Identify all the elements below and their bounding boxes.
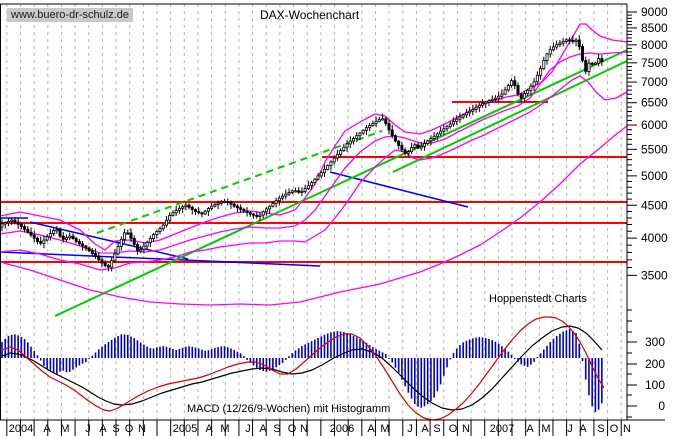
price-axis-label: 5000 (641, 169, 668, 183)
indicator-label: MACD (12/26/9-Wochen) mit Histogramm (187, 403, 391, 415)
axis-label: N (138, 423, 146, 435)
price-axis-label: 4500 (641, 198, 668, 212)
price-axis-label: 5500 (641, 142, 668, 156)
time-axis: 2004 A M J A S O N 2005 A M J A S O N 2006 A M J A S O N 2007 A M J… (6, 420, 631, 436)
green-trend-lines (54, 49, 628, 317)
axis-label: J (567, 423, 573, 435)
axis-label: J (407, 423, 413, 435)
axis-label: 2007 (490, 423, 514, 435)
axis-label: A (43, 423, 51, 435)
axis-label: A (526, 423, 534, 435)
axis-label: O (610, 423, 619, 435)
price-axis-label: 8500 (641, 21, 668, 35)
price-axis-label: 7000 (641, 75, 668, 89)
axis-label: M (541, 423, 550, 435)
branding-label: Hoppenstedt Charts (489, 293, 587, 305)
axis-label: S (433, 423, 440, 435)
price-axis-label: 6000 (641, 118, 668, 132)
axis-label: M (220, 423, 229, 435)
macd-axis-label: 200 (645, 357, 665, 371)
axis-label: O (449, 423, 458, 435)
macd-axis-label: 300 (645, 335, 665, 349)
axis-label: A (99, 423, 107, 435)
weekly-candles (0, 35, 604, 272)
macd-axis-label: 0 (658, 399, 665, 413)
axis-label: J (245, 423, 251, 435)
watermark-link[interactable]: www.buero-dr-schulz.de (7, 8, 133, 22)
axis-label: N (300, 423, 308, 435)
blue-support-lines (0, 171, 469, 267)
axis-label: A (205, 423, 213, 435)
axis-label: O (125, 423, 134, 435)
axis-label: S (112, 423, 119, 435)
price-axis-label: 7500 (641, 56, 668, 70)
macd-histogram (1, 329, 603, 412)
axis-label: S (273, 423, 280, 435)
chart-frame (0, 3, 665, 421)
price-axis-label: 3500 (641, 268, 668, 282)
axis-label: A (367, 423, 375, 435)
axis-label: O (288, 423, 297, 435)
axis-label: A (259, 423, 267, 435)
macd-lines (1, 316, 605, 421)
axis-label: A (421, 423, 429, 435)
price-axis-label: 9000 (641, 5, 668, 19)
red-horizontal-levels (0, 101, 627, 263)
axis-label: J (85, 423, 91, 435)
axis-label: M (380, 423, 389, 435)
axis-label: A (579, 423, 587, 435)
axis-label: N (462, 423, 470, 435)
axis-label: N (623, 423, 631, 435)
axis-label: S (597, 423, 604, 435)
bollinger-bands (0, 23, 628, 306)
macd-axis: 300 200 100 0 (627, 309, 665, 418)
axis-label: 2005 (173, 423, 197, 435)
macd-axis-label: 100 (645, 378, 665, 392)
price-axis-label: 4000 (641, 231, 668, 245)
axis-label: M (60, 423, 69, 435)
price-axis-label: 8000 (641, 38, 668, 52)
axis-label: 2004 (9, 423, 33, 435)
chart-title: DAX-Wochenchart (260, 8, 360, 22)
price-axis-label: 6500 (641, 96, 668, 110)
axis-label: 2006 (330, 423, 354, 435)
price-axis: 9000 8500 8000 7500 7000 6500 6000 5500 5000 4500… (627, 5, 668, 282)
